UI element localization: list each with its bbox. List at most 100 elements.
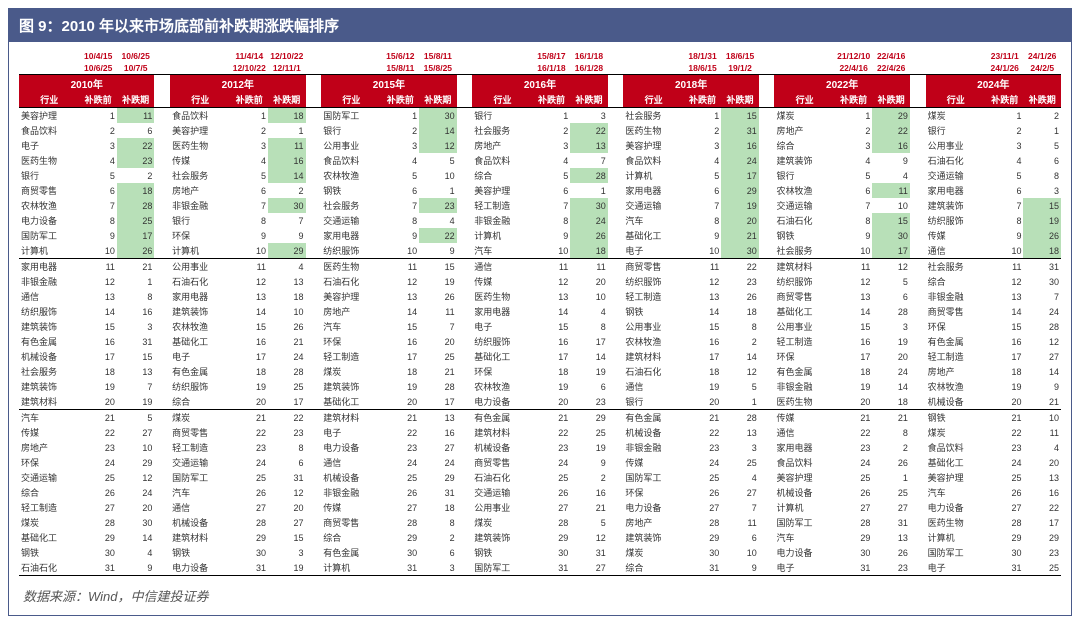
rank-pre: 6 bbox=[835, 183, 873, 198]
rank-post: 21 bbox=[721, 228, 759, 243]
sector-cell: 非银金融 bbox=[19, 274, 79, 289]
sector-cell: 综合 bbox=[926, 274, 986, 289]
rank-pre: 5 bbox=[382, 168, 420, 183]
sector-cell: 建筑装饰 bbox=[321, 379, 381, 394]
rank-post: 19 bbox=[117, 394, 155, 410]
rank-post: 13 bbox=[721, 425, 759, 440]
rank-post: 30 bbox=[268, 198, 306, 213]
sector-cell: 机械设备 bbox=[774, 485, 834, 500]
sector-cell: 通信 bbox=[926, 243, 986, 259]
rank-pre: 24 bbox=[382, 455, 420, 470]
rank-post: 20 bbox=[419, 334, 457, 349]
sector-cell: 社会服务 bbox=[472, 123, 532, 138]
sector-cell: 食品饮料 bbox=[170, 108, 230, 124]
rank-post: 14 bbox=[1023, 364, 1061, 379]
sector-cell: 建筑材料 bbox=[170, 530, 230, 545]
sector-cell: 国防军工 bbox=[321, 108, 381, 124]
sector-cell: 基础化工 bbox=[472, 349, 532, 364]
sector-cell: 电力设备 bbox=[926, 500, 986, 515]
rank-post: 8 bbox=[419, 515, 457, 530]
sector-cell: 社会服务 bbox=[623, 108, 683, 124]
sector-cell: 家用电器 bbox=[321, 228, 381, 243]
rank-pre: 29 bbox=[79, 530, 117, 545]
sector-cell: 机械设备 bbox=[926, 394, 986, 410]
sector-cell: 石油石化 bbox=[321, 274, 381, 289]
rank-post: 25 bbox=[1023, 560, 1061, 576]
sector-cell: 医药生物 bbox=[321, 259, 381, 275]
sector-cell: 电子 bbox=[926, 560, 986, 576]
sector-cell: 电子 bbox=[170, 349, 230, 364]
rank-post: 1 bbox=[570, 183, 608, 198]
rank-post: 26 bbox=[117, 243, 155, 259]
rank-post: 9 bbox=[570, 455, 608, 470]
sector-cell: 农林牧渔 bbox=[170, 319, 230, 334]
sector-cell: 电子 bbox=[623, 243, 683, 259]
rank-pre: 19 bbox=[382, 379, 420, 394]
rank-post: 21 bbox=[872, 410, 910, 426]
rank-post: 11 bbox=[570, 259, 608, 275]
rank-post: 10 bbox=[1023, 410, 1061, 426]
rank-pre: 6 bbox=[231, 183, 269, 198]
sector-cell: 有色金属 bbox=[623, 410, 683, 426]
rank-pre: 31 bbox=[684, 560, 722, 576]
rank-pre: 24 bbox=[533, 455, 571, 470]
rank-pre: 13 bbox=[986, 289, 1024, 304]
sector-cell: 轻工制造 bbox=[321, 349, 381, 364]
sector-cell: 石油石化 bbox=[623, 364, 683, 379]
rank-post: 9 bbox=[419, 243, 457, 259]
rank-pre: 26 bbox=[79, 485, 117, 500]
rank-pre: 8 bbox=[835, 213, 873, 228]
sector-cell: 煤炭 bbox=[623, 545, 683, 560]
rank-pre: 22 bbox=[79, 425, 117, 440]
rank-post: 2 bbox=[872, 440, 910, 455]
sector-cell: 商贸零售 bbox=[321, 515, 381, 530]
sector-cell: 国防军工 bbox=[623, 470, 683, 485]
rank-pre: 22 bbox=[986, 425, 1024, 440]
rank-post: 16 bbox=[570, 485, 608, 500]
rank-post: 21 bbox=[570, 500, 608, 515]
sector-cell: 电力设备 bbox=[321, 440, 381, 455]
rank-pre: 21 bbox=[684, 410, 722, 426]
rank-pre: 14 bbox=[382, 304, 420, 319]
rank-post: 2 bbox=[1023, 108, 1061, 124]
rank-pre: 15 bbox=[79, 319, 117, 334]
rank-pre: 21 bbox=[79, 410, 117, 426]
rank-pre: 23 bbox=[684, 440, 722, 455]
rank-pre: 13 bbox=[382, 289, 420, 304]
rank-pre: 17 bbox=[986, 349, 1024, 364]
rank-pre: 11 bbox=[533, 259, 571, 275]
sector-cell: 电子 bbox=[774, 560, 834, 576]
rank-pre: 19 bbox=[684, 379, 722, 394]
rank-pre: 23 bbox=[231, 440, 269, 455]
rank-pre: 26 bbox=[986, 485, 1024, 500]
sector-cell: 家用电器 bbox=[926, 183, 986, 198]
rank-pre: 19 bbox=[533, 379, 571, 394]
sector-cell: 家用电器 bbox=[170, 289, 230, 304]
sector-cell: 家用电器 bbox=[19, 259, 79, 275]
rank-post: 1 bbox=[117, 274, 155, 289]
sector-cell: 传媒 bbox=[170, 153, 230, 168]
rank-pre: 27 bbox=[986, 500, 1024, 515]
sector-cell: 石油石化 bbox=[170, 274, 230, 289]
rank-pre: 20 bbox=[382, 394, 420, 410]
rank-pre: 24 bbox=[79, 455, 117, 470]
rank-pre: 28 bbox=[684, 515, 722, 530]
rank-post: 22 bbox=[268, 410, 306, 426]
rank-post: 6 bbox=[268, 455, 306, 470]
sector-cell: 房地产 bbox=[321, 304, 381, 319]
sector-cell: 美容护理 bbox=[926, 470, 986, 485]
sector-cell: 建筑材料 bbox=[19, 394, 79, 410]
rank-pre: 31 bbox=[382, 560, 420, 576]
rank-post: 15 bbox=[117, 349, 155, 364]
sector-cell: 基础化工 bbox=[321, 394, 381, 410]
rank-pre: 7 bbox=[79, 198, 117, 213]
rank-pre: 24 bbox=[684, 455, 722, 470]
rank-pre: 17 bbox=[835, 349, 873, 364]
rank-post: 1 bbox=[1023, 123, 1061, 138]
sector-cell: 电子 bbox=[472, 319, 532, 334]
rank-pre: 15 bbox=[986, 319, 1024, 334]
rank-pre: 11 bbox=[835, 259, 873, 275]
rank-post: 24 bbox=[117, 485, 155, 500]
rank-post: 11 bbox=[268, 138, 306, 153]
sector-cell: 食品饮料 bbox=[19, 123, 79, 138]
